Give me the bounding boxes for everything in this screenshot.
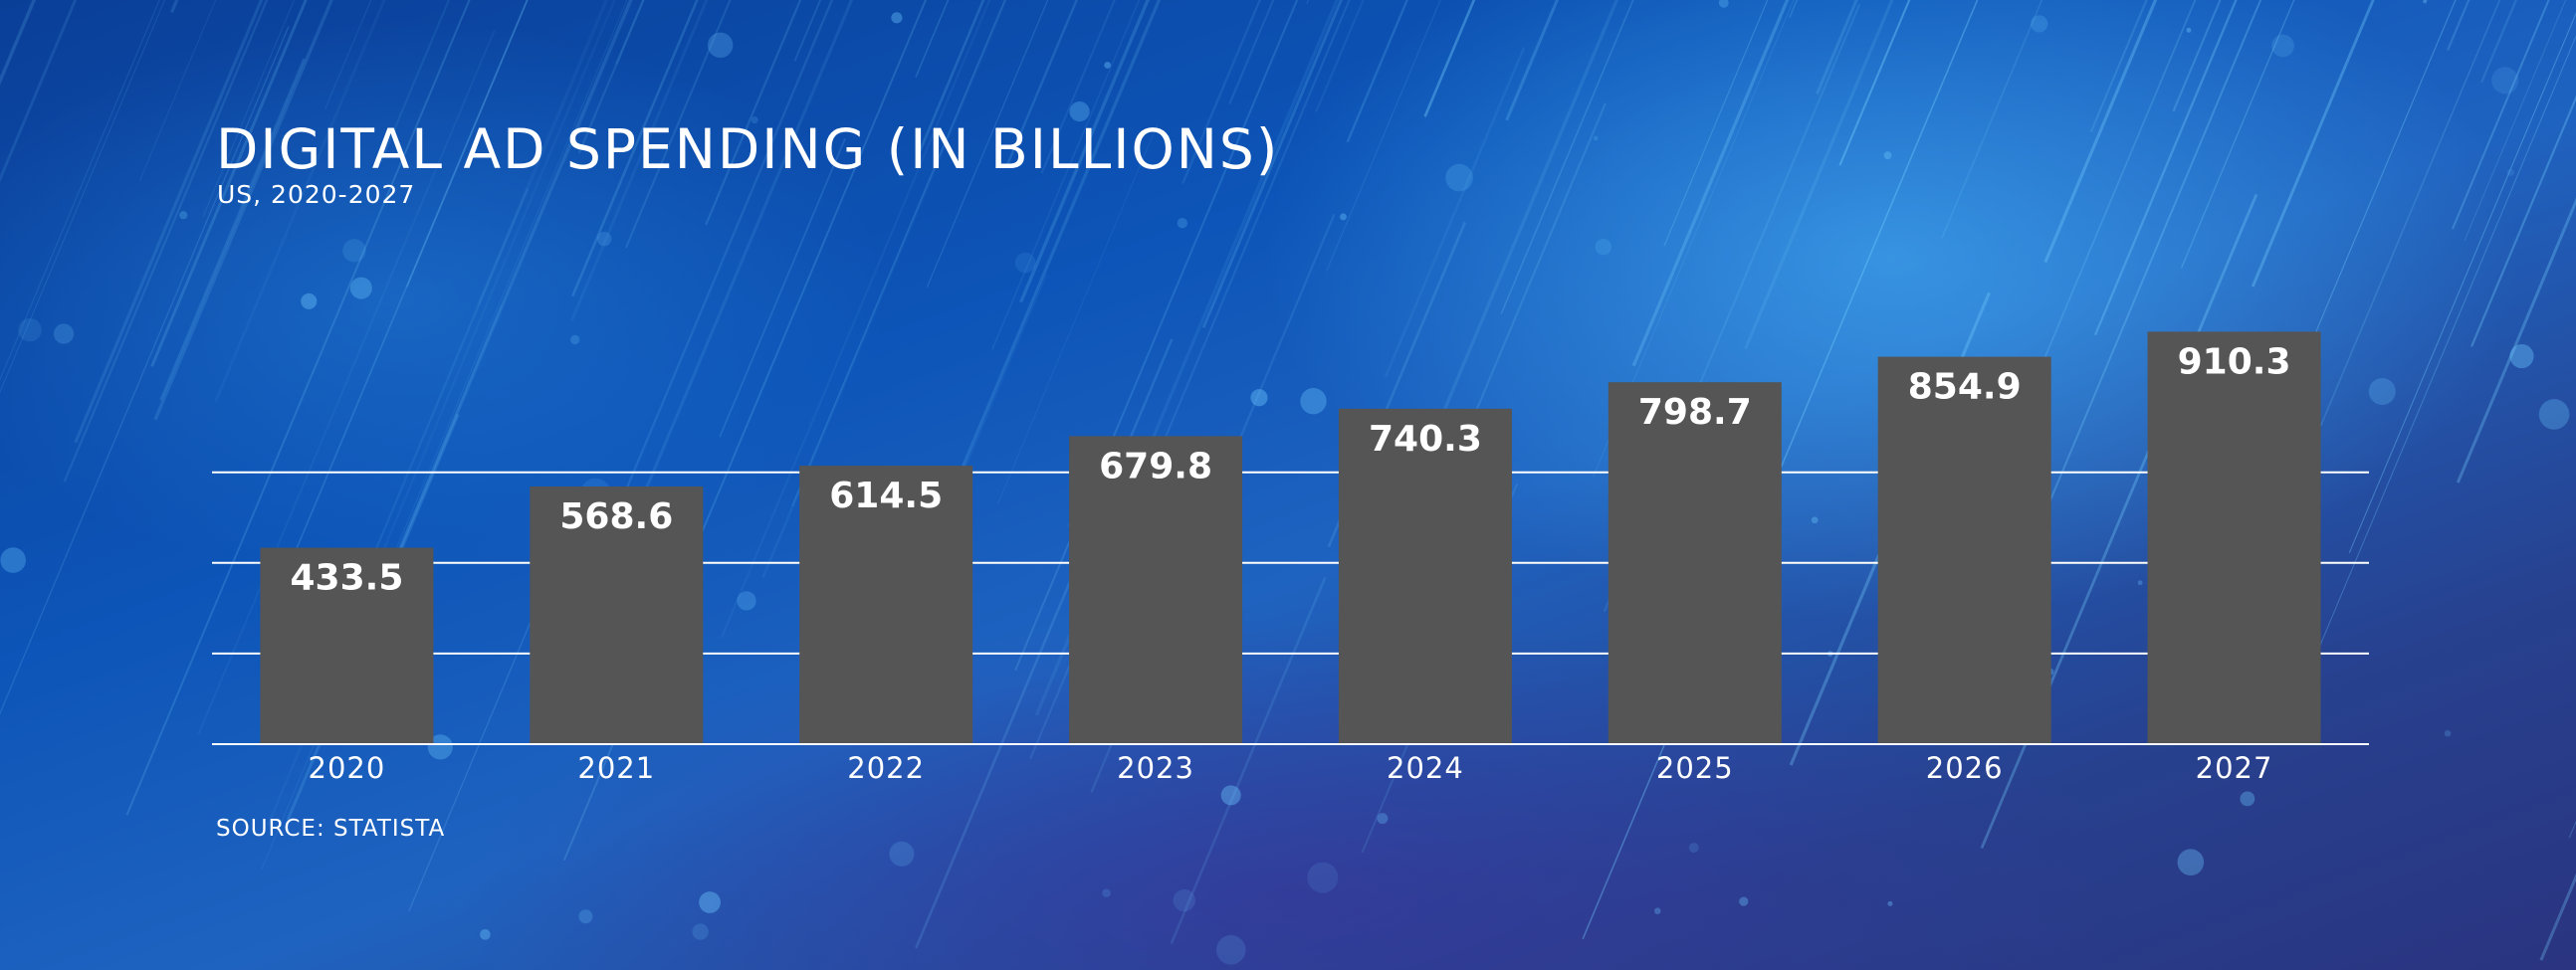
value-label-2024: 740.3 — [1369, 419, 1482, 460]
bar-2020 — [260, 547, 434, 744]
value-label-2021: 568.6 — [559, 496, 673, 537]
x-tick-label-2022: 2022 — [847, 751, 925, 785]
bar-2026 — [1877, 356, 2051, 744]
bar-2027 — [2147, 331, 2321, 744]
chart-source: SOURCE: STATISTA — [216, 816, 446, 842]
bar-2022 — [799, 466, 973, 744]
x-tick-label-2024: 2024 — [1387, 751, 1464, 785]
x-tick-label-2020: 2020 — [309, 751, 386, 785]
x-tick-label-2026: 2026 — [1926, 751, 2004, 785]
chart-subtitle: US, 2020-2027 — [217, 180, 416, 209]
x-tick-label-2023: 2023 — [1117, 751, 1194, 785]
bar-2023 — [1069, 436, 1243, 744]
x-tick-label-2021: 2021 — [577, 751, 655, 785]
chart-title: DIGITAL AD SPENDING (IN BILLIONS) — [216, 117, 1280, 181]
value-label-2023: 679.8 — [1099, 446, 1212, 486]
value-label-2025: 798.7 — [1638, 392, 1752, 433]
bar-2025 — [1608, 382, 1782, 744]
value-label-2022: 614.5 — [829, 476, 943, 516]
value-label-2026: 854.9 — [1908, 367, 2022, 408]
x-tick-label-2025: 2025 — [1656, 751, 1734, 785]
value-label-2027: 910.3 — [2178, 341, 2291, 382]
value-label-2020: 433.5 — [291, 558, 404, 599]
bar-2021 — [530, 486, 704, 744]
bar-2024 — [1338, 408, 1512, 744]
x-tick-label-2027: 2027 — [2196, 751, 2273, 785]
